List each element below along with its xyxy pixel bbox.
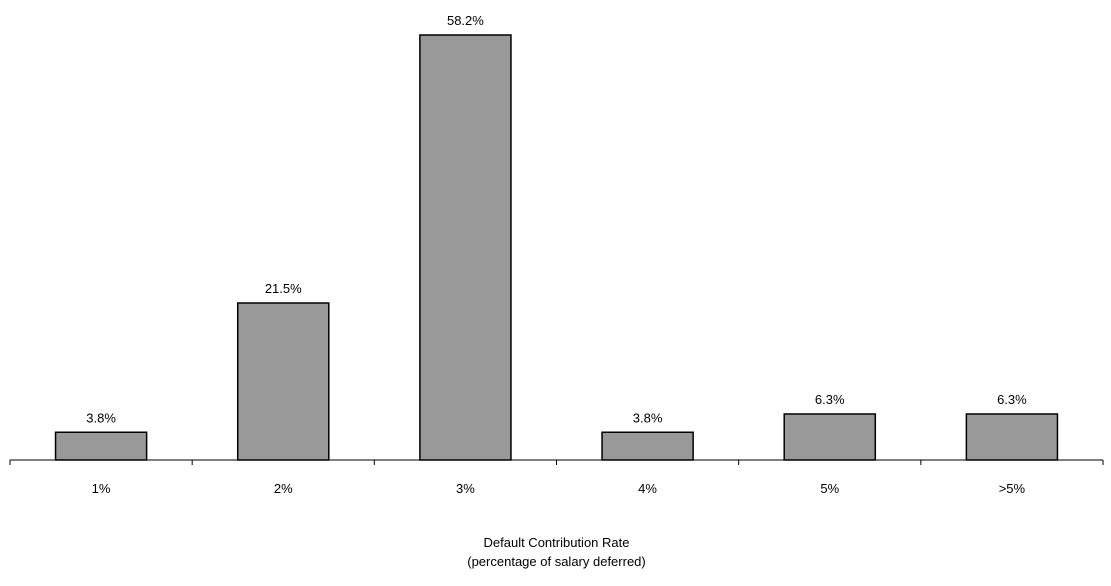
bar-1 xyxy=(54,431,148,461)
x-tick-label-2: 2% xyxy=(274,481,293,496)
bar-4 xyxy=(601,431,694,461)
data-label-5: 6.3% xyxy=(815,392,845,407)
x-tick-label-4: 4% xyxy=(638,481,657,496)
x-tick-label-6: >5% xyxy=(999,481,1026,496)
x-axis-tick-labels: 1% 2% 3% 4% 5% >5% xyxy=(92,481,1026,496)
data-labels: 3.8% 21.5% 58.2% 3.8% 6.3% 6.3% xyxy=(86,13,1027,425)
data-label-3: 58.2% xyxy=(447,13,484,28)
bar-5 xyxy=(783,413,877,461)
data-label-4: 3.8% xyxy=(633,410,663,425)
x-tick-label-5: 5% xyxy=(820,481,839,496)
data-label-1: 3.8% xyxy=(86,410,116,425)
x-axis-subtitle: (percentage of salary deferred) xyxy=(467,554,645,569)
bar-2 xyxy=(236,302,330,461)
x-axis-ticks xyxy=(9,460,1104,465)
bar-6 xyxy=(965,413,1059,461)
x-axis-title: Default Contribution Rate xyxy=(484,535,630,550)
x-tick-label-1: 1% xyxy=(92,481,111,496)
data-label-6: 6.3% xyxy=(997,392,1027,407)
data-label-2: 21.5% xyxy=(265,281,302,296)
x-tick-label-3: 3% xyxy=(456,481,475,496)
bars xyxy=(54,34,1059,461)
bar-3 xyxy=(419,34,512,461)
